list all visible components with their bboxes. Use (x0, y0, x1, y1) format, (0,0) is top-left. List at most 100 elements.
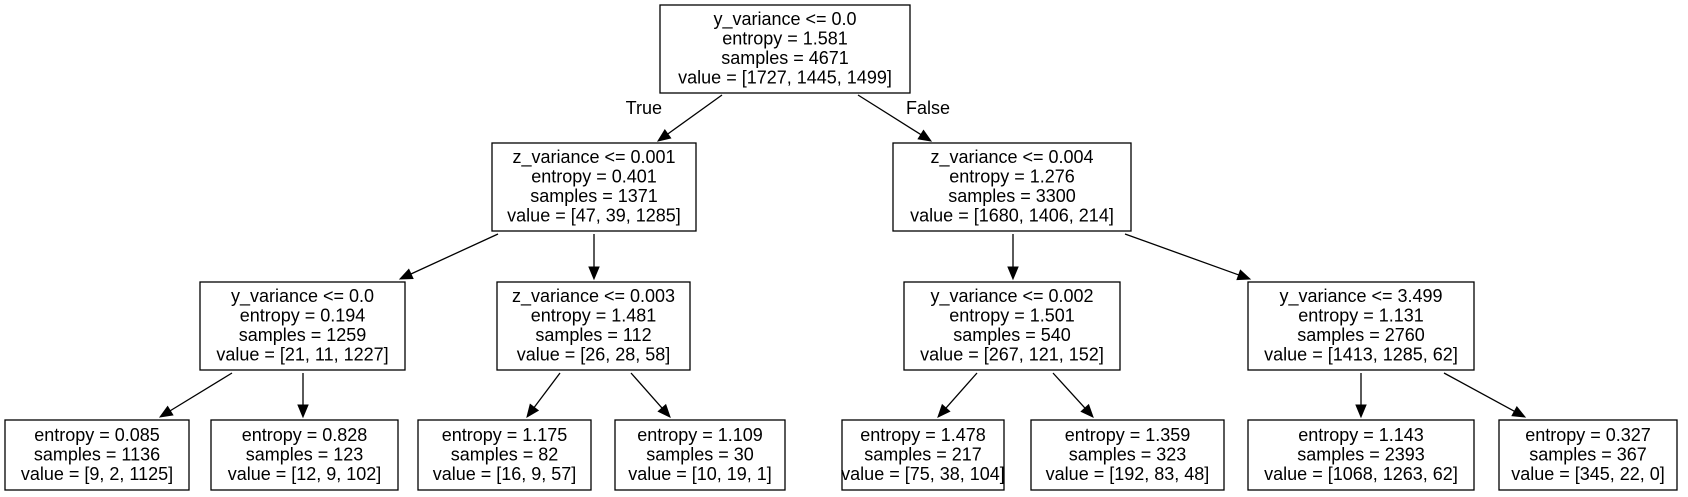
node-value: value = [21, 11, 1227] (216, 345, 388, 365)
node-entropy: entropy = 1.481 (531, 306, 657, 326)
node-samples: samples = 1259 (239, 325, 367, 345)
node-entropy: entropy = 0.401 (531, 167, 657, 187)
edge-n4-n9 (526, 372, 561, 419)
node-box (892, 142, 1132, 232)
node-box (903, 281, 1121, 371)
arrow-head-icon (1007, 266, 1019, 281)
node-box (210, 419, 399, 491)
edge-label-true: True (626, 98, 662, 118)
node-value: value = [267, 121, 152] (920, 345, 1104, 365)
node-value: value = [16, 9, 57] (433, 464, 577, 484)
node-samples: samples = 323 (1069, 444, 1187, 464)
node-entropy: entropy = 1.131 (1298, 306, 1424, 326)
edge-n0-n1: True (626, 94, 723, 142)
node-split-rule: z_variance <= 0.003 (512, 286, 675, 307)
edge-n5-n11 (937, 372, 978, 418)
arrow-head-icon (1080, 403, 1094, 418)
node-value: value = [1413, 1285, 62] (1264, 345, 1458, 365)
node-value: value = [345, 22, 0] (1511, 464, 1665, 484)
node-value: value = [10, 19, 1] (628, 464, 772, 484)
node-value: value = [26, 28, 58] (517, 345, 671, 365)
edge-n1-n4 (588, 234, 600, 281)
node-value: value = [1068, 1263, 62] (1264, 464, 1458, 484)
arrow-head-icon (1236, 269, 1252, 281)
node-samples: samples = 2393 (1297, 444, 1425, 464)
node-samples: samples = 1371 (530, 186, 658, 206)
edge-n3-n8 (297, 373, 309, 419)
node-samples: samples = 4671 (721, 48, 849, 68)
node-entropy: entropy = 1.581 (722, 29, 848, 49)
edge-n2-n6 (1124, 233, 1252, 281)
arrow-head-icon (398, 268, 414, 280)
arrow-head-icon (588, 266, 600, 281)
edge-line (945, 372, 978, 409)
arrow-head-icon (1511, 405, 1527, 418)
node-split-rule: y_variance <= 0.0 (713, 9, 856, 30)
edge-n6-n14 (1443, 372, 1527, 418)
node-value: value = [192, 83, 48] (1046, 464, 1210, 484)
node-box (417, 419, 592, 491)
node-split-rule: z_variance <= 0.001 (512, 147, 675, 168)
edge-n4-n10 (630, 372, 671, 418)
edge-n6-n13 (1355, 373, 1367, 419)
edge-label-false: False (906, 98, 950, 118)
arrow-head-icon (937, 403, 951, 418)
node-entropy: entropy = 1.478 (860, 425, 986, 445)
edge-n5-n12 (1052, 372, 1094, 418)
edge-line (169, 372, 233, 412)
edge-line (1443, 372, 1515, 412)
edge-n2-n5 (1007, 234, 1019, 281)
node-samples: samples = 367 (1529, 444, 1647, 464)
edge-line (630, 372, 663, 409)
arrow-head-icon (1355, 404, 1367, 419)
edge-line (857, 94, 922, 136)
arrow-head-icon (657, 403, 671, 418)
node-samples: samples = 30 (646, 444, 754, 464)
node-box (1498, 419, 1678, 491)
node-box (491, 142, 697, 232)
node-value: value = [1680, 1406, 214] (910, 206, 1114, 226)
node-box (614, 419, 786, 491)
node-box (199, 281, 406, 371)
node-entropy: entropy = 1.501 (949, 306, 1075, 326)
node-value: value = [9, 2, 1125] (21, 464, 173, 484)
node-box (1247, 281, 1475, 371)
node-entropy: entropy = 1.143 (1298, 425, 1424, 445)
node-box (4, 419, 190, 491)
node-value: value = [75, 38, 104] (841, 464, 1005, 484)
arrow-head-icon (526, 403, 540, 419)
node-samples: samples = 540 (953, 325, 1071, 345)
edge-line (1124, 233, 1239, 276)
edge-n0-n2: False (857, 94, 950, 142)
arrow-head-icon (297, 404, 309, 419)
node-split-rule: z_variance <= 0.004 (930, 147, 1093, 168)
edge-n3-n7 (158, 372, 233, 418)
node-box (1247, 419, 1475, 491)
node-samples: samples = 3300 (948, 186, 1076, 206)
node-box (496, 281, 691, 371)
edge-line (533, 372, 561, 408)
node-box (1030, 419, 1225, 491)
node-value: value = [1727, 1445, 1499] (678, 68, 892, 88)
edge-n1-n3 (398, 233, 499, 280)
node-entropy: entropy = 0.194 (240, 306, 366, 326)
node-entropy: entropy = 1.175 (442, 425, 568, 445)
node-split-rule: y_variance <= 0.0 (231, 286, 374, 307)
edge-line (1052, 372, 1086, 409)
node-entropy: entropy = 0.828 (242, 425, 368, 445)
